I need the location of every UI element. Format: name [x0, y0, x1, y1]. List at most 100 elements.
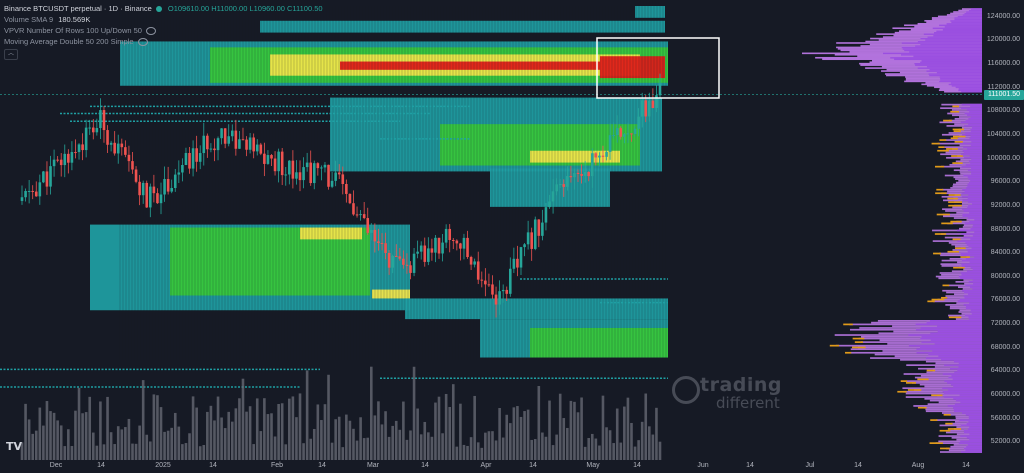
candle-body: [34, 191, 38, 197]
volume-bar: [548, 400, 551, 460]
volume-indicator-label[interactable]: Volume SMA 9: [4, 15, 54, 24]
vpvr-indicator-label[interactable]: VPVR Number Of Rows 100 Up/Down 50: [4, 26, 142, 35]
volume-bar: [184, 443, 188, 460]
volume-bar: [49, 411, 52, 460]
volume-profile-row: [970, 227, 982, 230]
candle-body: [270, 155, 273, 159]
volume-profile-row: [933, 252, 941, 255]
candle-body: [412, 253, 416, 273]
candle-body: [191, 148, 195, 169]
volume-profile-row: [961, 103, 982, 106]
volume-profile-row: [966, 445, 982, 448]
candle-body: [202, 135, 206, 154]
volume-profile-row: [936, 30, 982, 32]
candle-body: [255, 144, 259, 152]
volume-profile-row: [974, 231, 982, 234]
watermark-line2: different: [716, 394, 780, 412]
candle-body: [640, 100, 644, 117]
volume-profile-row: [943, 413, 951, 416]
candle-body: [551, 191, 555, 202]
volume-bar: [377, 401, 380, 460]
eye-icon[interactable]: [145, 26, 156, 35]
candle-body: [124, 147, 127, 155]
candle-body: [141, 182, 145, 196]
time-tick-label: Feb: [270, 462, 284, 469]
tradingview-logo-icon[interactable]: TV: [6, 440, 23, 453]
chevron-up-icon[interactable]: ︿: [4, 49, 18, 60]
volume-bar: [430, 436, 434, 460]
volume-profile-row: [953, 266, 965, 269]
volume-profile-row: [916, 351, 982, 354]
volume-profile-row: [948, 316, 962, 319]
volume-bar: [530, 439, 533, 460]
candle-body: [615, 128, 619, 135]
volume-bar: [312, 428, 316, 460]
volume-bar: [494, 440, 498, 460]
volume-bar: [416, 408, 419, 460]
time-tick-label: 14: [633, 462, 641, 469]
volume-profile-row: [901, 54, 982, 56]
volume-bar: [327, 374, 330, 460]
candle-body: [177, 172, 181, 175]
time-tick-label: 14: [529, 462, 537, 469]
volume-profile-row: [941, 222, 953, 225]
volume-profile-row: [935, 275, 982, 278]
volume-profile-row: [968, 160, 982, 163]
volume-bar: [42, 425, 45, 460]
volume-profile-row: [968, 316, 982, 319]
candle-body: [594, 153, 598, 158]
volume-profile-row: [960, 435, 982, 437]
volume-profile-row: [961, 254, 982, 257]
candle-body: [284, 174, 288, 176]
volume-profile-row: [970, 128, 982, 131]
volume-bar: [644, 393, 648, 460]
candle-body: [562, 184, 566, 187]
volume-profile-row: [915, 323, 982, 326]
volume-bar: [127, 418, 131, 460]
candle-body: [316, 163, 320, 169]
volume-profile-row: [961, 233, 982, 235]
volume-profile-row: [957, 15, 982, 18]
volume-bar: [423, 421, 427, 460]
volume-bar: [640, 421, 644, 460]
volume-profile-row: [967, 169, 982, 172]
symbol-title[interactable]: Binance BTCUSDT perpetual · 1D · Binance: [4, 4, 152, 13]
volume-bar: [437, 396, 441, 460]
ma-indicator-label[interactable]: Moving Average Double 50 200 Simple: [4, 37, 134, 46]
time-tick-label: Aug: [911, 462, 925, 469]
volume-bar: [102, 444, 106, 460]
volume-bar: [202, 445, 206, 460]
candle-body: [576, 172, 580, 175]
candle-body: [209, 148, 213, 150]
volume-bar: [113, 444, 116, 460]
volume-bar: [330, 442, 334, 460]
volume-profile-row: [963, 139, 982, 141]
volume-profile-row: [969, 433, 982, 436]
candle-body: [305, 162, 309, 168]
volume-profile-row: [951, 85, 982, 87]
time-tick-label: Jul: [805, 462, 815, 469]
candle-body: [74, 152, 77, 154]
volume-profile-row: [959, 394, 982, 397]
eye-icon[interactable]: [137, 37, 148, 46]
candle-body: [327, 164, 330, 187]
volume-profile-row: [961, 273, 982, 276]
volume-profile-row: [970, 179, 982, 182]
ohlc-values: O109610.00 H11000.00 L10960.00 C11100.50: [167, 4, 323, 13]
candle-body: [373, 229, 377, 242]
volume-bar: [156, 395, 159, 460]
candle-body: [437, 237, 441, 254]
volume-profile-row: [948, 83, 982, 86]
candle-body: [355, 214, 359, 216]
volume-bar: [608, 430, 612, 460]
volume-bar: [519, 416, 523, 460]
volume-bar: [188, 433, 191, 460]
candle-body: [277, 151, 280, 172]
volume-bar: [505, 414, 509, 460]
volume-profile-row: [960, 121, 982, 124]
volume-profile-row: [966, 109, 982, 111]
volume-profile-row: [971, 172, 982, 175]
candle-body: [519, 247, 523, 268]
